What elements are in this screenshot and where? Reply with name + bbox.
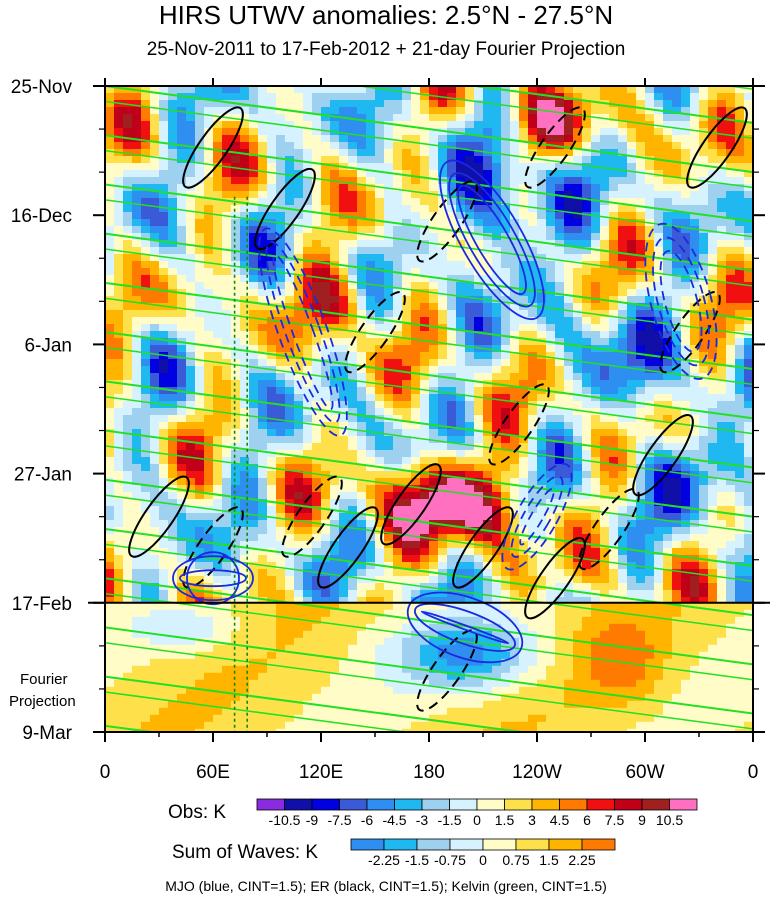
colorbar-swatch bbox=[581, 838, 616, 851]
contour-caption: MJO (blue, CINT=1.5); ER (black, CINT=1.… bbox=[165, 878, 607, 894]
colorbar-swatch bbox=[641, 798, 670, 811]
y-tick-label: 27-Jan bbox=[14, 465, 72, 486]
wave-contours bbox=[105, 86, 753, 732]
colorbar-level: -10.5 bbox=[269, 812, 301, 828]
projection-label-line1: Fourier bbox=[20, 671, 68, 688]
colorbar-swatch bbox=[614, 798, 643, 811]
observed-anomaly-field bbox=[105, 86, 753, 603]
x-tick-label: 120W bbox=[512, 762, 562, 783]
colorbar-swatch bbox=[421, 798, 450, 811]
colorbar-swatch bbox=[366, 798, 395, 811]
obs-colorbar: -10.5 -9 -7.5 -6 -4.5 -3 -1.5 0 1.5 3 4.5 6 7.5 9 10.5 bbox=[256, 798, 698, 828]
colorbar-level: 0 bbox=[479, 852, 487, 868]
colorbar-level: 7.5 bbox=[605, 812, 625, 828]
axes: 0 60E 120E 180 120W 60W 0 25-Nov 16-Dec 6-Jan 27-J… bbox=[11, 77, 765, 783]
colorbar-level: 9 bbox=[638, 812, 646, 828]
y-tick-label: 17-Feb bbox=[12, 594, 72, 615]
colorbar-level: 1.5 bbox=[539, 852, 559, 868]
waves-colorbar-label: Sum of Waves: K bbox=[172, 842, 319, 863]
x-tick-label: 0 bbox=[748, 762, 759, 783]
chart-subtitle: 25-Nov-2011 to 17-Feb-2012 + 21-day Four… bbox=[146, 39, 626, 60]
colorbar-swatch bbox=[559, 798, 588, 811]
x-tick-label: 180 bbox=[413, 762, 445, 783]
x-tick-label: 60W bbox=[625, 762, 664, 783]
colorbar-swatch bbox=[449, 838, 484, 851]
colorbar-level: 0.75 bbox=[502, 852, 529, 868]
colorbar-swatch bbox=[350, 838, 385, 851]
colorbar-swatch bbox=[256, 798, 285, 811]
x-tick-label: 0 bbox=[100, 762, 111, 783]
waves-colorbar: -2.25 -1.5 -0.75 0 0.75 1.5 2.25 bbox=[350, 838, 616, 868]
colorbar-swatch bbox=[394, 798, 423, 811]
colorbar-level: -1.5 bbox=[405, 852, 429, 868]
colorbar-swatch bbox=[449, 798, 478, 811]
colorbar-level: -2.25 bbox=[368, 852, 400, 868]
x-tick-label: 60E bbox=[196, 762, 230, 783]
colorbar-swatch bbox=[383, 838, 418, 851]
chart-title: HIRS UTWV anomalies: 2.5°N - 27.5°N bbox=[158, 0, 614, 30]
colorbar-level: 1.5 bbox=[495, 812, 515, 828]
colorbar-level: -9 bbox=[306, 812, 319, 828]
colorbar-level: -4.5 bbox=[382, 812, 406, 828]
colorbar-swatch bbox=[531, 798, 560, 811]
colorbar-swatch bbox=[482, 838, 517, 851]
colorbar-swatch bbox=[548, 838, 583, 851]
y-tick-label: 25-Nov bbox=[11, 77, 73, 98]
colorbar-swatch bbox=[476, 798, 505, 811]
colorbar-level: 2.25 bbox=[568, 852, 595, 868]
colorbar-swatch bbox=[669, 798, 698, 811]
colorbar-swatch bbox=[504, 798, 533, 811]
colorbar-level: -7.5 bbox=[327, 812, 351, 828]
y-tick-label: 16-Dec bbox=[11, 206, 72, 227]
colorbar-swatch bbox=[586, 798, 615, 811]
colorbar-level: 10.5 bbox=[656, 812, 683, 828]
colorbar-swatch bbox=[515, 838, 550, 851]
colorbar-swatch bbox=[416, 838, 451, 851]
colorbar-level: 4.5 bbox=[550, 812, 570, 828]
colorbar-level: -3 bbox=[416, 812, 429, 828]
y-tick-label: 6-Jan bbox=[24, 335, 72, 356]
obs-colorbar-label: Obs: K bbox=[168, 802, 227, 823]
colorbar-level: 3 bbox=[528, 812, 536, 828]
colorbar-level: -1.5 bbox=[437, 812, 461, 828]
projection-label-line2: Projection bbox=[9, 693, 76, 710]
colorbar-level: -6 bbox=[361, 812, 374, 828]
colorbar-swatch bbox=[284, 798, 313, 811]
x-tick-label: 120E bbox=[299, 762, 343, 783]
colorbar-level: -0.75 bbox=[434, 852, 466, 868]
y-tick-label: 9-Mar bbox=[22, 723, 72, 744]
colorbar-swatch bbox=[339, 798, 368, 811]
colorbar-swatch bbox=[311, 798, 340, 811]
colorbar-level: 6 bbox=[583, 812, 591, 828]
colorbar-level: 0 bbox=[473, 812, 481, 828]
